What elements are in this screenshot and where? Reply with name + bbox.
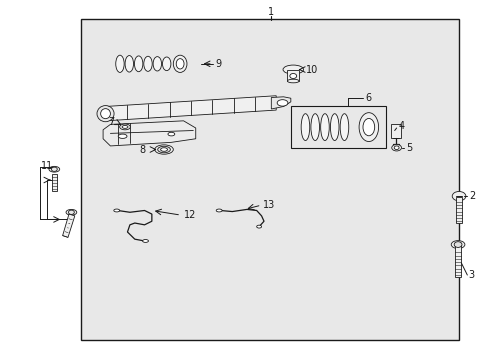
Ellipse shape xyxy=(68,210,74,215)
Ellipse shape xyxy=(216,209,222,212)
Bar xyxy=(81,19,458,339)
Ellipse shape xyxy=(451,192,465,201)
Ellipse shape xyxy=(391,144,401,151)
Ellipse shape xyxy=(122,126,128,129)
Ellipse shape xyxy=(393,146,398,149)
Ellipse shape xyxy=(167,132,174,136)
Ellipse shape xyxy=(340,114,348,140)
Ellipse shape xyxy=(358,113,378,141)
Ellipse shape xyxy=(320,114,328,140)
Ellipse shape xyxy=(142,239,148,242)
Ellipse shape xyxy=(450,240,464,248)
Polygon shape xyxy=(105,96,276,121)
Ellipse shape xyxy=(125,55,133,72)
Ellipse shape xyxy=(101,109,110,119)
Text: 3: 3 xyxy=(468,270,474,280)
Text: 11: 11 xyxy=(41,161,53,171)
Ellipse shape xyxy=(116,55,124,72)
Bar xyxy=(390,124,400,138)
Ellipse shape xyxy=(118,134,127,138)
Ellipse shape xyxy=(256,225,261,228)
Ellipse shape xyxy=(66,210,77,215)
Text: 10: 10 xyxy=(305,64,318,75)
Ellipse shape xyxy=(277,100,287,106)
Ellipse shape xyxy=(289,73,296,78)
Ellipse shape xyxy=(287,79,299,83)
Ellipse shape xyxy=(120,124,130,130)
Ellipse shape xyxy=(114,209,120,212)
Bar xyxy=(455,197,462,223)
Ellipse shape xyxy=(173,55,186,72)
Ellipse shape xyxy=(97,105,114,122)
Ellipse shape xyxy=(283,65,303,74)
Polygon shape xyxy=(62,214,75,237)
Ellipse shape xyxy=(49,166,60,172)
Bar xyxy=(287,70,299,81)
Bar xyxy=(290,107,385,148)
Ellipse shape xyxy=(155,145,173,154)
Text: 8: 8 xyxy=(140,144,145,154)
Ellipse shape xyxy=(162,57,170,71)
Polygon shape xyxy=(103,121,195,146)
Ellipse shape xyxy=(158,146,170,153)
Ellipse shape xyxy=(310,114,319,140)
Bar xyxy=(454,245,460,277)
Text: 13: 13 xyxy=(263,200,275,210)
Ellipse shape xyxy=(330,114,338,140)
Ellipse shape xyxy=(176,59,183,69)
Ellipse shape xyxy=(51,167,57,171)
Text: 2: 2 xyxy=(468,191,474,201)
Text: 12: 12 xyxy=(183,210,196,220)
Ellipse shape xyxy=(143,56,152,71)
Text: 5: 5 xyxy=(406,143,412,153)
Ellipse shape xyxy=(153,57,161,71)
Text: 4: 4 xyxy=(397,121,404,131)
Polygon shape xyxy=(52,174,57,191)
Text: 1: 1 xyxy=(268,7,274,17)
Ellipse shape xyxy=(453,242,461,247)
Ellipse shape xyxy=(362,118,374,136)
Text: 9: 9 xyxy=(215,59,221,69)
Ellipse shape xyxy=(301,114,309,140)
Text: 7: 7 xyxy=(108,117,114,127)
Text: 6: 6 xyxy=(364,93,370,103)
Polygon shape xyxy=(271,97,290,109)
Ellipse shape xyxy=(160,148,167,151)
Ellipse shape xyxy=(134,56,142,72)
